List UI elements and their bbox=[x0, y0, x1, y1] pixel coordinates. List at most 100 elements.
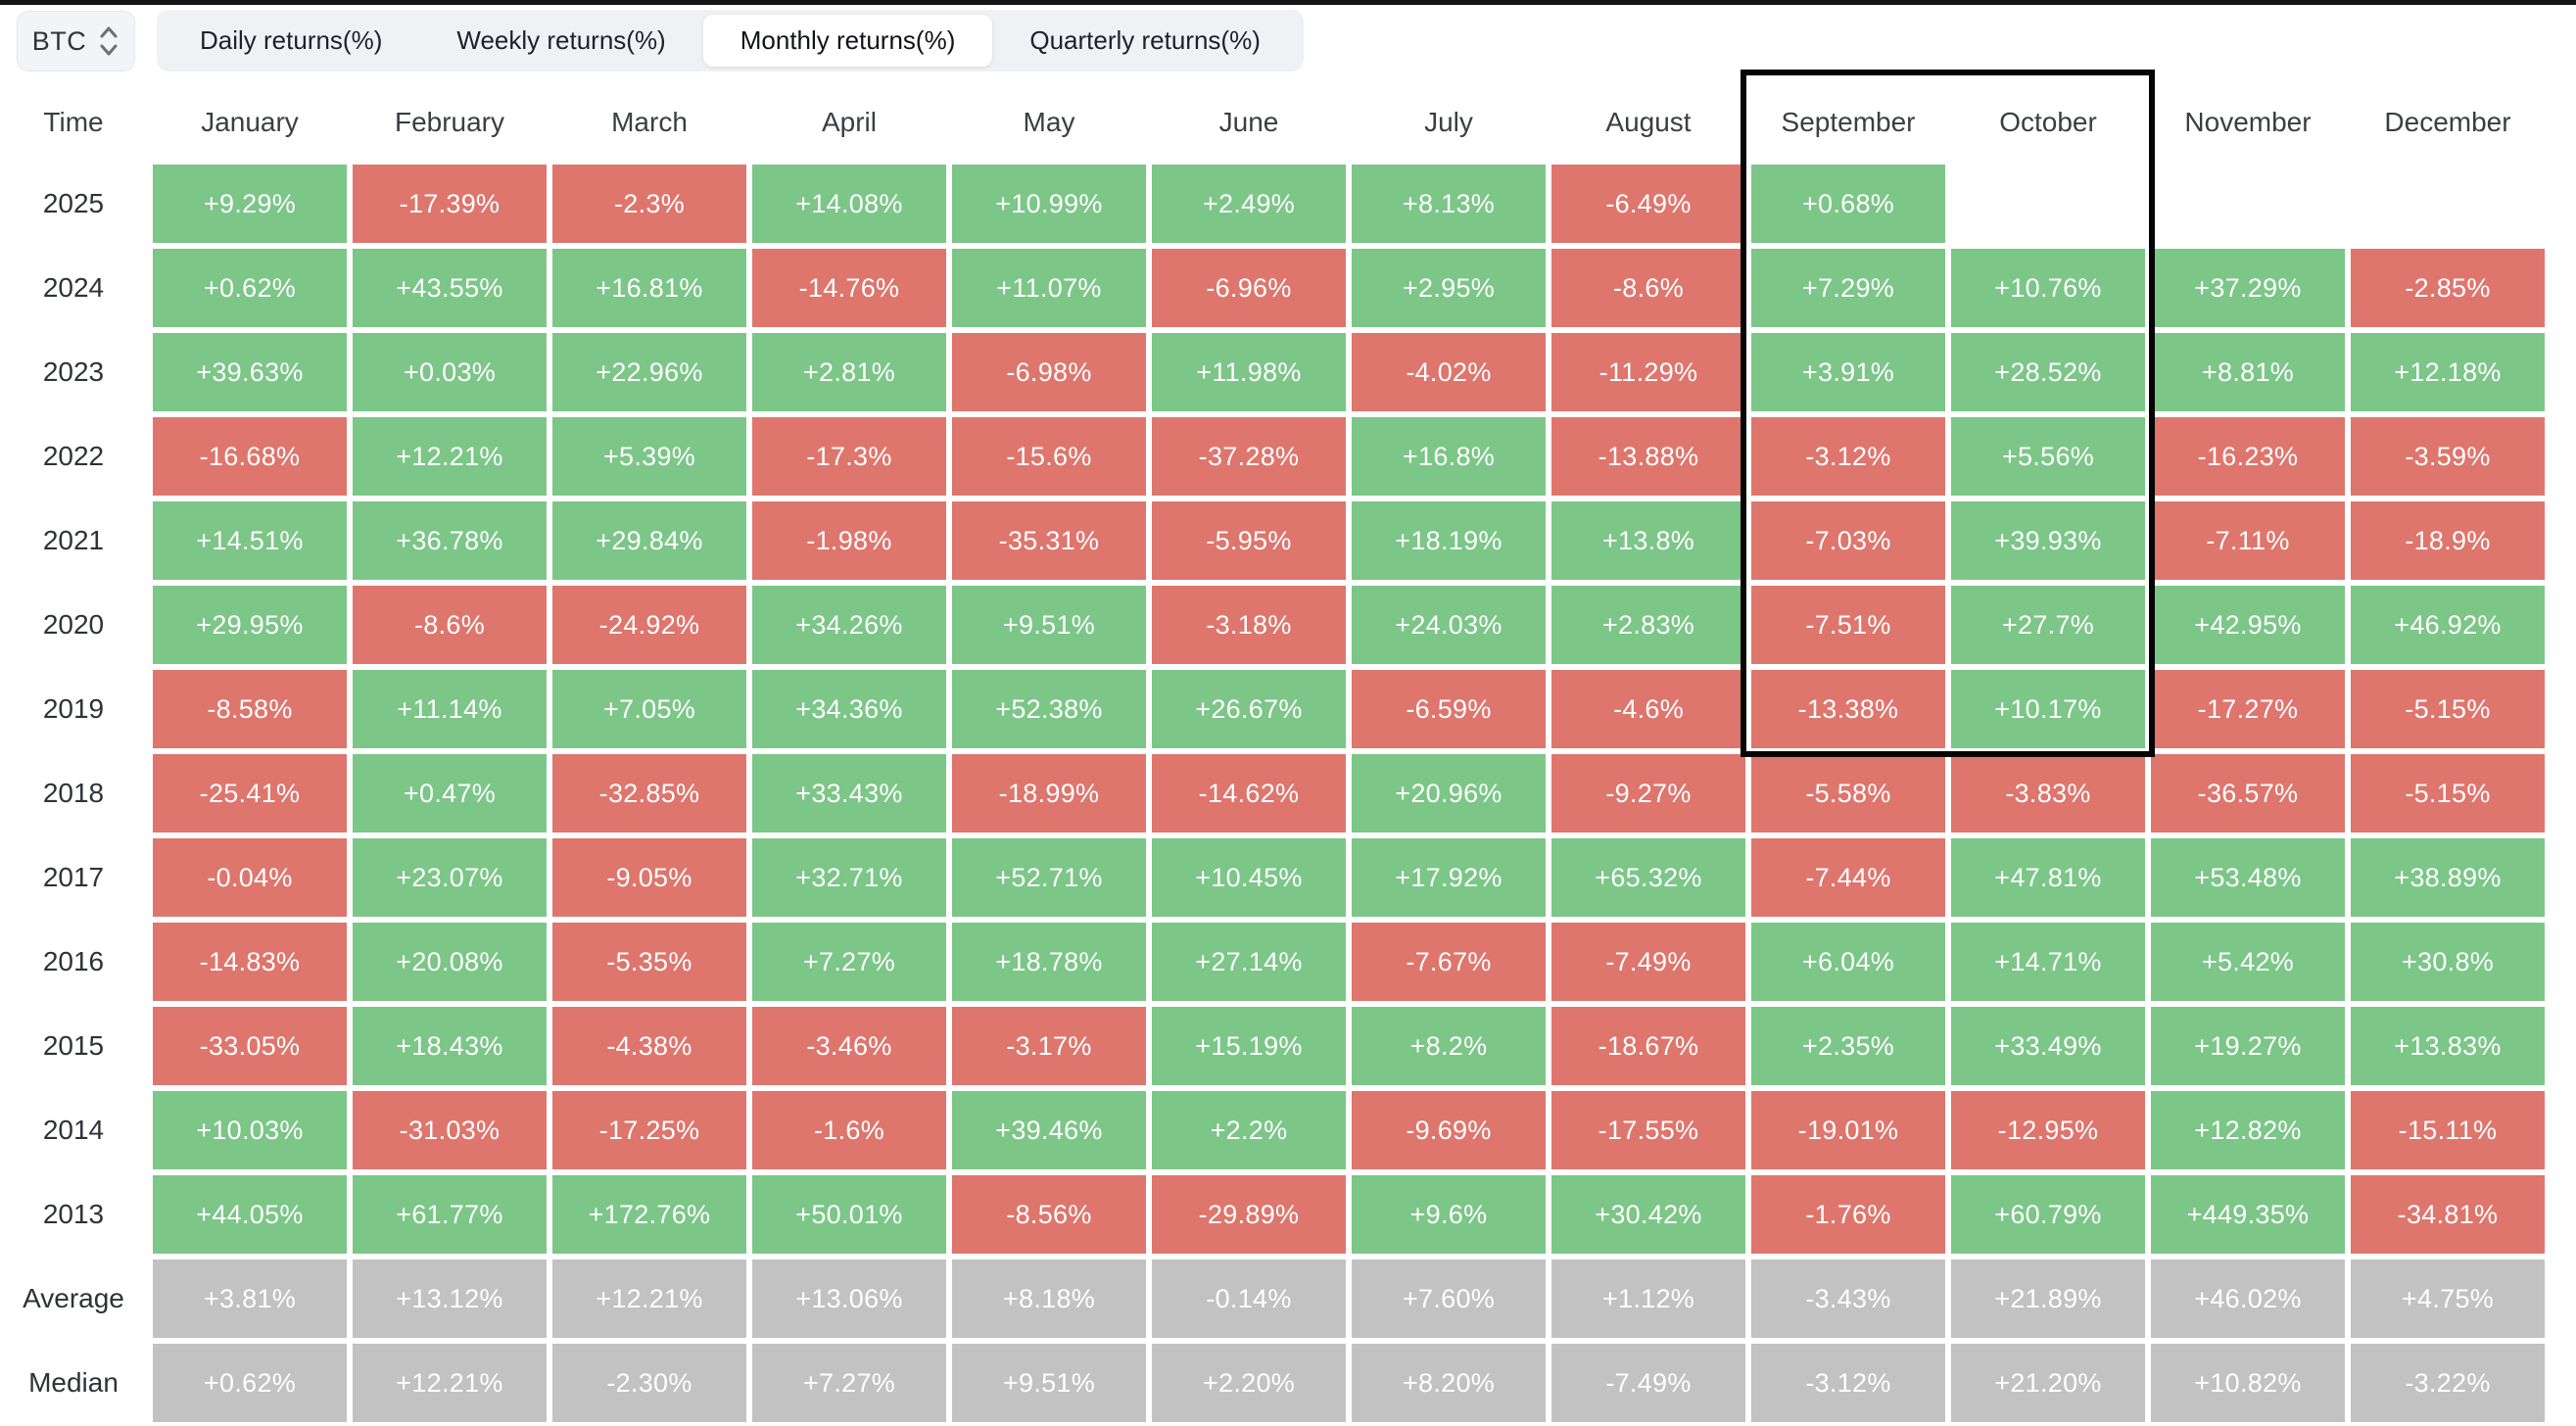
return-cell: +43.55% bbox=[353, 249, 547, 327]
return-cell: +2.20% bbox=[1152, 1344, 1346, 1422]
return-cell: -7.44% bbox=[1751, 838, 1945, 917]
return-cell: +39.63% bbox=[153, 333, 347, 411]
return-cell: +2.35% bbox=[1751, 1007, 1945, 1085]
return-cell: +52.71% bbox=[952, 838, 1146, 917]
return-cell: -35.31% bbox=[952, 501, 1146, 580]
column-header-may: May bbox=[1023, 107, 1075, 137]
return-cell bbox=[2351, 165, 2545, 243]
row-label-average: Average bbox=[23, 1283, 124, 1313]
tab-monthly-returns[interactable]: Monthly returns(%) bbox=[702, 15, 993, 67]
return-cell: -7.67% bbox=[1352, 923, 1546, 1001]
return-cell: +2.95% bbox=[1352, 249, 1546, 327]
return-cell: +39.93% bbox=[1951, 501, 2145, 580]
return-cell: +14.71% bbox=[1951, 923, 2145, 1001]
return-cell: +14.08% bbox=[752, 165, 946, 243]
return-cell: +10.82% bbox=[2151, 1344, 2345, 1422]
return-cell: -13.88% bbox=[1551, 417, 1745, 496]
return-cell: +29.95% bbox=[153, 586, 347, 664]
return-cell: +3.81% bbox=[153, 1260, 347, 1338]
return-cell: +0.62% bbox=[153, 249, 347, 327]
column-header-september: September bbox=[1781, 107, 1916, 137]
return-cell: +16.8% bbox=[1352, 417, 1546, 496]
return-cell: -6.49% bbox=[1551, 165, 1745, 243]
return-cell: -25.41% bbox=[153, 754, 347, 832]
return-cell: +20.96% bbox=[1352, 754, 1546, 832]
tab-quarterly-returns[interactable]: Quarterly returns(%) bbox=[1029, 25, 1261, 55]
return-cell: +7.27% bbox=[752, 923, 946, 1001]
return-cell: +29.84% bbox=[552, 501, 746, 580]
return-cell: +18.19% bbox=[1352, 501, 1546, 580]
return-cell: +37.29% bbox=[2151, 249, 2345, 327]
updown-chevron-icon bbox=[98, 23, 119, 60]
tab-weekly-returns[interactable]: Weekly returns(%) bbox=[456, 25, 666, 55]
return-cell: +9.51% bbox=[952, 1344, 1146, 1422]
return-cell: +16.81% bbox=[552, 249, 746, 327]
return-cell: +65.32% bbox=[1551, 838, 1745, 917]
returns-table: 2025 +9.29% -17.39% -2.3% +14.08% +10.99% +2.4… bbox=[0, 165, 2545, 1422]
return-cell: +46.02% bbox=[2151, 1260, 2345, 1338]
return-cell: +26.67% bbox=[1152, 670, 1346, 748]
returns-period-tabs: Daily returns(%) Weekly returns(%) Monthly… bbox=[157, 10, 1304, 71]
column-header-january: January bbox=[201, 107, 299, 137]
return-cell: -24.92% bbox=[552, 586, 746, 664]
return-cell bbox=[2151, 165, 2345, 243]
return-cell: -11.29% bbox=[1551, 333, 1745, 411]
return-cell: -9.27% bbox=[1551, 754, 1745, 832]
return-cell: +33.49% bbox=[1951, 1007, 2145, 1085]
return-cell: -16.23% bbox=[2151, 417, 2345, 496]
return-cell: -17.55% bbox=[1551, 1091, 1745, 1169]
row-label-2023: 2023 bbox=[42, 356, 105, 387]
return-cell: -4.38% bbox=[552, 1007, 746, 1085]
return-cell: +8.18% bbox=[952, 1260, 1146, 1338]
return-cell: +1.12% bbox=[1551, 1260, 1745, 1338]
return-cell bbox=[1951, 165, 2145, 243]
return-cell: +12.21% bbox=[552, 1260, 746, 1338]
return-cell: -34.81% bbox=[2351, 1175, 2545, 1254]
return-cell: +47.81% bbox=[1951, 838, 2145, 917]
return-cell: -5.15% bbox=[2351, 670, 2545, 748]
return-cell: -2.30% bbox=[552, 1344, 746, 1422]
return-cell: +14.51% bbox=[153, 501, 347, 580]
return-cell: -0.14% bbox=[1152, 1260, 1346, 1338]
return-cell: -7.51% bbox=[1751, 586, 1945, 664]
return-cell: -3.12% bbox=[1751, 1344, 1945, 1422]
row-label-2018: 2018 bbox=[42, 778, 105, 808]
return-cell: +0.47% bbox=[353, 754, 547, 832]
return-cell: -4.02% bbox=[1352, 333, 1546, 411]
return-cell: -1.6% bbox=[752, 1091, 946, 1169]
return-cell: -5.95% bbox=[1152, 501, 1346, 580]
return-cell: -3.22% bbox=[2351, 1344, 2545, 1422]
return-cell: -19.01% bbox=[1751, 1091, 1945, 1169]
return-cell: +13.06% bbox=[752, 1260, 946, 1338]
return-cell: -14.76% bbox=[752, 249, 946, 327]
return-cell: -5.15% bbox=[2351, 754, 2545, 832]
return-cell: +30.8% bbox=[2351, 923, 2545, 1001]
row-label-median: Median bbox=[28, 1367, 119, 1398]
return-cell: -18.99% bbox=[952, 754, 1146, 832]
return-cell: +36.78% bbox=[353, 501, 547, 580]
tab-daily-returns[interactable]: Daily returns(%) bbox=[200, 25, 383, 55]
return-cell: -3.46% bbox=[752, 1007, 946, 1085]
column-header-june: June bbox=[1218, 107, 1279, 137]
symbol-selector[interactable]: BTC bbox=[17, 11, 135, 71]
column-header-november: November bbox=[2184, 107, 2312, 137]
return-cell: +34.36% bbox=[752, 670, 946, 748]
return-cell: +11.07% bbox=[952, 249, 1146, 327]
return-cell: +2.49% bbox=[1152, 165, 1346, 243]
return-cell: -8.6% bbox=[1551, 249, 1745, 327]
return-cell: -17.27% bbox=[2151, 670, 2345, 748]
column-header-february: February bbox=[394, 107, 505, 137]
row-label-2016: 2016 bbox=[42, 946, 105, 976]
return-cell: -2.3% bbox=[552, 165, 746, 243]
return-cell: +12.82% bbox=[2151, 1091, 2345, 1169]
return-cell: -0.04% bbox=[153, 838, 347, 917]
column-header-december: December bbox=[2384, 107, 2511, 137]
return-cell: -12.95% bbox=[1951, 1091, 2145, 1169]
return-cell: +2.81% bbox=[752, 333, 946, 411]
return-cell: +60.79% bbox=[1951, 1175, 2145, 1254]
row-label-2014: 2014 bbox=[42, 1115, 105, 1145]
return-cell: -5.35% bbox=[552, 923, 746, 1001]
return-cell: +10.76% bbox=[1951, 249, 2145, 327]
return-cell: +24.03% bbox=[1352, 586, 1546, 664]
return-cell: -13.38% bbox=[1751, 670, 1945, 748]
